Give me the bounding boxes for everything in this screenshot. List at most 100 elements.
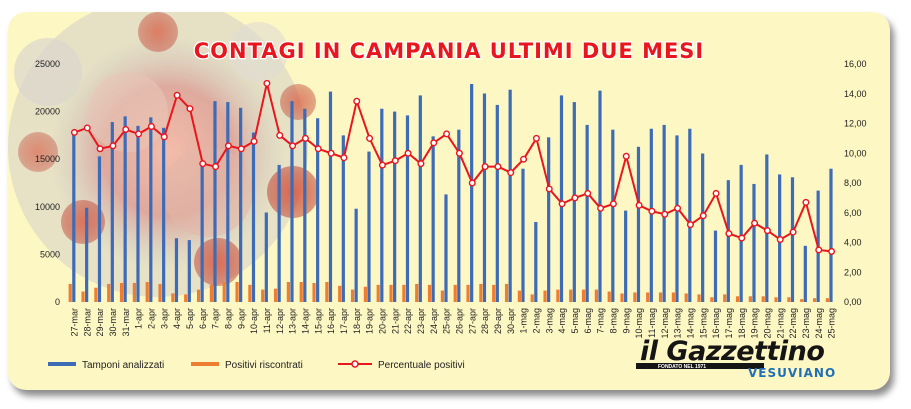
bar-tamponi — [136, 125, 140, 302]
percentuale-point — [263, 79, 271, 87]
percentuale-point — [468, 179, 476, 187]
bar-tamponi — [251, 132, 256, 302]
x-tick-label: 4-apr — [172, 308, 182, 329]
bar-tamponi — [328, 91, 333, 302]
right-tick-label: 0,00 — [844, 297, 862, 307]
x-tick-label: 17-mag — [724, 308, 734, 339]
x-tick-label: 24-apr — [429, 308, 439, 334]
bar-tamponi — [752, 183, 756, 302]
bar-positivi — [273, 288, 278, 302]
x-tick-label: 13-mag — [673, 308, 683, 339]
bar-tamponi — [803, 245, 807, 302]
bar-positivi — [350, 289, 355, 302]
x-tick-label: 28-mar — [82, 308, 92, 337]
bar-tamponi — [572, 102, 576, 302]
x-tick-label: 21-mag — [775, 308, 785, 339]
percentuale-point — [378, 161, 386, 169]
bar-tamponi — [611, 129, 615, 302]
x-tick-label: 1-apr — [134, 308, 144, 329]
bar-positivi — [543, 290, 547, 302]
bar-positivi — [569, 289, 573, 302]
legend-label-tamponi: Tamponi analizzati — [82, 360, 164, 371]
bar-positivi — [774, 297, 778, 302]
percentuale-point — [186, 105, 194, 113]
percentuale-point — [584, 189, 592, 197]
bar-tamponi — [213, 101, 217, 303]
x-tick-label: 3-apr — [159, 308, 169, 329]
bar-tamponi — [316, 118, 320, 302]
x-tick-label: 10-apr — [249, 308, 259, 334]
bar-positivi — [723, 294, 727, 302]
x-tick-label: 2-mag — [531, 308, 541, 334]
chart-canvas: CONTAGI IN CAMPANIA ULTIMI DUE MESI 0 500… — [8, 12, 867, 380]
bar-tamponi — [495, 104, 499, 302]
bar-tamponi — [598, 90, 602, 302]
bar-positivi — [171, 293, 175, 302]
percentuale-point — [70, 128, 78, 136]
bar-tamponi — [97, 156, 102, 302]
bar-tamponi — [123, 116, 127, 302]
percentuale-point — [160, 133, 168, 141]
bar-positivi — [402, 284, 406, 302]
x-tick-label: 23-mag — [801, 308, 811, 339]
bar-tamponi — [444, 194, 448, 302]
bar-tamponi — [559, 95, 564, 302]
bar-tamponi — [457, 129, 461, 302]
bar-tamponi — [636, 146, 641, 302]
percentuale-point — [276, 131, 284, 139]
x-axis-labels: 27-mar 28-mar 29-mar 30-mar 31-mar 1-apr 2-apr… — [69, 308, 836, 339]
bar-tamponi — [149, 117, 153, 302]
bar-tamponi — [713, 230, 718, 302]
bar-positivi — [107, 283, 111, 302]
bar-positivi — [184, 294, 188, 302]
x-tick-label: 14-apr — [300, 308, 310, 334]
percentuale-point — [738, 234, 746, 242]
left-tick-label: 20000 — [35, 107, 60, 117]
x-tick-label: 16-mag — [711, 308, 721, 339]
bar-tamponi — [110, 122, 114, 303]
x-tick-label: 6-mag — [583, 308, 593, 334]
bar-tamponi — [701, 153, 705, 302]
x-tick-label: 7-apr — [211, 308, 221, 329]
x-tick-label: 22-apr — [403, 308, 413, 334]
right-axis-ticks: 0,00 2,00 4,00 6,00 8,00 10,00 12,00 14,00 16,00 — [844, 59, 867, 307]
percentuale-point — [404, 149, 412, 157]
percentuale-point — [776, 236, 784, 244]
bar-tamponi — [174, 238, 179, 302]
x-tick-label: 16-apr — [326, 308, 336, 334]
percentuale-point — [571, 194, 579, 202]
bar-tamponi — [354, 208, 358, 302]
x-tick-label: 2-apr — [146, 308, 156, 329]
percentuale-point — [314, 145, 322, 153]
percentuale-point — [391, 157, 399, 165]
bar-positivi — [376, 284, 380, 302]
bar-tamponi — [726, 180, 730, 302]
legend-swatch-tamponi — [48, 362, 76, 366]
x-tick-label: 11-mag — [647, 308, 657, 338]
bar-positivi — [646, 292, 650, 302]
percentuale-point — [135, 130, 143, 138]
percentuale-point — [802, 198, 810, 206]
bar-positivi — [415, 283, 419, 302]
x-tick-label: 4-mag — [557, 308, 567, 334]
percentuale-point — [443, 130, 451, 138]
x-tick-label: 22-mag — [788, 308, 798, 339]
percentuale-point — [109, 142, 117, 150]
bar-positivi — [453, 284, 457, 302]
percentuale-point — [507, 169, 515, 177]
x-tick-label: 15-mag — [698, 308, 708, 339]
percentuale-point — [301, 134, 309, 142]
bar-positivi — [735, 296, 740, 302]
percentuale-line — [74, 83, 832, 253]
left-tick-label: 25000 — [35, 59, 60, 69]
bar-positivi — [800, 299, 804, 302]
percentuale-point — [83, 124, 91, 132]
x-tick-label: 19-apr — [365, 308, 375, 334]
x-tick-label: 10-mag — [634, 308, 644, 339]
bar-positivi — [389, 284, 393, 302]
logo-tagline-bar — [636, 363, 764, 369]
percentuale-point — [237, 145, 245, 153]
bar-positivi — [94, 287, 98, 302]
percentuale-point — [712, 189, 720, 197]
bar-tamponi — [200, 161, 204, 302]
